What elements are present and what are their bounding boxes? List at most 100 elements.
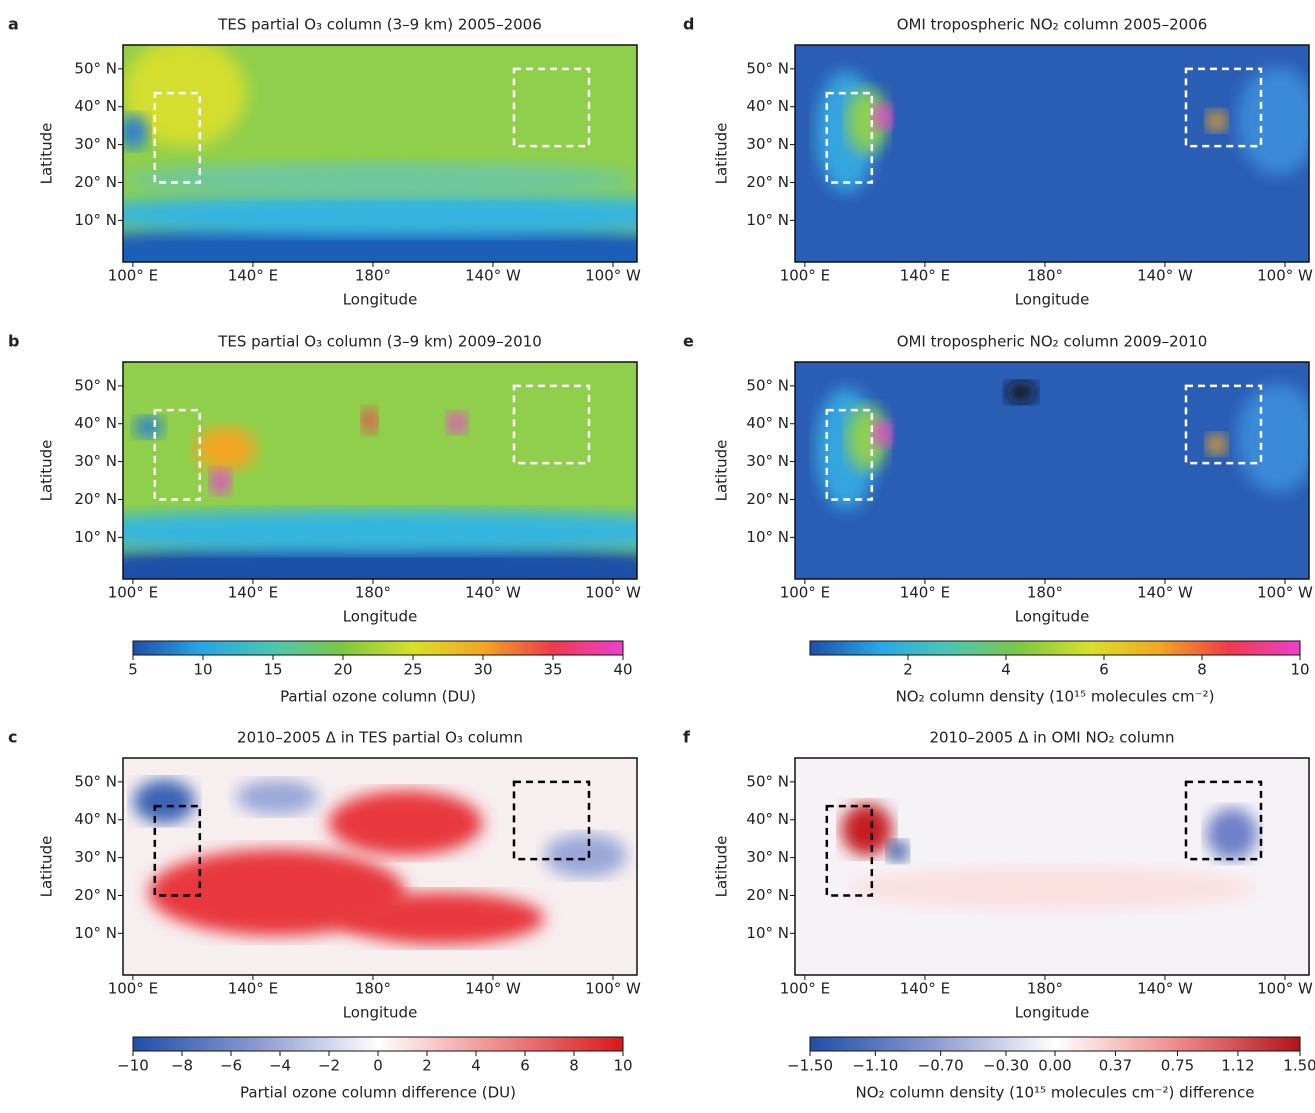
map-field bbox=[1237, 66, 1309, 176]
map-image bbox=[795, 362, 1309, 579]
colorbar-tick-label: 5 bbox=[128, 661, 138, 679]
x-tick-label: 140° E bbox=[228, 584, 278, 602]
y-tick-label: 10° N bbox=[746, 924, 789, 942]
y-tick-label: 20° N bbox=[74, 886, 117, 904]
panel-label: b bbox=[8, 332, 19, 351]
colorbar-tick-label: −0.70 bbox=[918, 1057, 964, 1075]
map-field bbox=[544, 833, 627, 878]
x-tick-label: 100° W bbox=[1257, 267, 1313, 285]
y-tick-label: 10° N bbox=[74, 211, 117, 229]
map-field bbox=[1237, 383, 1309, 493]
map-background bbox=[795, 758, 1309, 975]
panel-label: c bbox=[8, 728, 17, 747]
map-field bbox=[1206, 807, 1258, 860]
x-axis-label: Longitude bbox=[1015, 1004, 1090, 1022]
y-tick-label: 50° N bbox=[746, 59, 789, 77]
map-field bbox=[1206, 433, 1227, 456]
x-tick-label: 100° W bbox=[585, 267, 641, 285]
panel-title: 2010–2005 Δ in TES partial O₃ column bbox=[237, 729, 523, 747]
y-tick-label: 50° N bbox=[74, 772, 117, 790]
map-image bbox=[123, 45, 637, 262]
x-tick-label: 140° W bbox=[1137, 980, 1193, 998]
colorbar-label: Partial ozone column (DU) bbox=[280, 688, 476, 706]
x-axis-label: Longitude bbox=[1015, 291, 1090, 309]
y-tick-label: 30° N bbox=[746, 452, 789, 470]
colorbar-tick-label: −10 bbox=[117, 1057, 149, 1075]
panel-title: TES partial O₃ column (3–9 km) 2009–2010 bbox=[217, 333, 542, 351]
map-frame bbox=[794, 44, 1310, 263]
colorbar-tick-label: 15 bbox=[263, 661, 282, 679]
y-tick-label: 10° N bbox=[746, 211, 789, 229]
map-field bbox=[446, 411, 468, 434]
y-tick-label: 40° N bbox=[74, 97, 117, 115]
y-tick-label: 40° N bbox=[746, 414, 789, 432]
colorbar-tick-label: 2 bbox=[903, 661, 913, 679]
colorbar-tick-label: 8 bbox=[1197, 661, 1207, 679]
map-background bbox=[795, 362, 1309, 579]
x-tick-label: 140° W bbox=[465, 267, 521, 285]
colorbar-tick-label: 8 bbox=[569, 1057, 579, 1075]
map-field bbox=[872, 103, 893, 130]
map-field bbox=[846, 866, 1258, 910]
region-box bbox=[1184, 780, 1263, 861]
y-tick-label: 30° N bbox=[74, 452, 117, 470]
y-tick-label: 30° N bbox=[746, 848, 789, 866]
x-tick-label: 100° W bbox=[1257, 584, 1313, 602]
y-axis-label: Latitude bbox=[713, 123, 731, 185]
region-box bbox=[512, 780, 591, 861]
map-background bbox=[795, 45, 1309, 262]
x-tick-label: 100° W bbox=[585, 980, 641, 998]
region-box bbox=[153, 804, 202, 897]
y-axis-label: Latitude bbox=[713, 836, 731, 898]
colorbar-tick-label: 0 bbox=[373, 1057, 383, 1075]
x-tick-label: 180° bbox=[1027, 980, 1063, 998]
panel-title: 2010–2005 Δ in OMI NO₂ column bbox=[929, 729, 1174, 747]
map-frame bbox=[122, 44, 638, 263]
colorbar-tick-label: 6 bbox=[1099, 661, 1109, 679]
panel-label: a bbox=[8, 15, 19, 34]
x-axis-label: Longitude bbox=[343, 1004, 418, 1022]
x-axis-label: Longitude bbox=[1015, 608, 1090, 626]
colorbar bbox=[132, 1036, 624, 1052]
x-axis-label: Longitude bbox=[343, 291, 418, 309]
colorbar-tick-label: 40 bbox=[613, 661, 632, 679]
y-tick-label: 40° N bbox=[74, 414, 117, 432]
map-field bbox=[328, 790, 483, 856]
map-field bbox=[841, 803, 893, 856]
colorbar-tick-label: 0.75 bbox=[1161, 1057, 1194, 1075]
y-tick-label: 40° N bbox=[74, 810, 117, 828]
colorbar-tick-label: 35 bbox=[543, 661, 562, 679]
y-tick-label: 50° N bbox=[74, 59, 117, 77]
region-box bbox=[825, 91, 874, 184]
y-tick-label: 20° N bbox=[74, 490, 117, 508]
colorbar-tick-label: −1.50 bbox=[787, 1057, 833, 1075]
map-frame bbox=[794, 361, 1310, 580]
x-tick-label: 140° E bbox=[900, 584, 950, 602]
colorbar bbox=[809, 1036, 1301, 1052]
x-tick-label: 140° W bbox=[465, 980, 521, 998]
colorbar-tick-label: −6 bbox=[220, 1057, 242, 1075]
map-frame bbox=[794, 757, 1310, 976]
region-box bbox=[1184, 384, 1263, 465]
map-image bbox=[795, 758, 1309, 975]
colorbar-tick-label: 10 bbox=[1290, 661, 1309, 679]
colorbar-tick-label: 25 bbox=[403, 661, 422, 679]
y-tick-label: 30° N bbox=[746, 135, 789, 153]
y-tick-label: 50° N bbox=[746, 772, 789, 790]
x-tick-label: 140° E bbox=[228, 980, 278, 998]
map-field bbox=[123, 509, 637, 553]
map-field bbox=[872, 420, 893, 447]
map-field bbox=[194, 427, 257, 471]
map-field bbox=[123, 114, 149, 150]
y-tick-label: 10° N bbox=[74, 528, 117, 546]
colorbar-tick-label: 0.37 bbox=[1099, 1057, 1132, 1075]
x-tick-label: 140° E bbox=[900, 980, 950, 998]
x-tick-label: 180° bbox=[1027, 584, 1063, 602]
colorbar bbox=[132, 640, 624, 656]
x-tick-label: 140° E bbox=[900, 267, 950, 285]
y-tick-label: 40° N bbox=[746, 97, 789, 115]
panel-label: e bbox=[683, 332, 694, 351]
x-tick-label: 180° bbox=[355, 980, 391, 998]
map-field bbox=[236, 779, 319, 815]
